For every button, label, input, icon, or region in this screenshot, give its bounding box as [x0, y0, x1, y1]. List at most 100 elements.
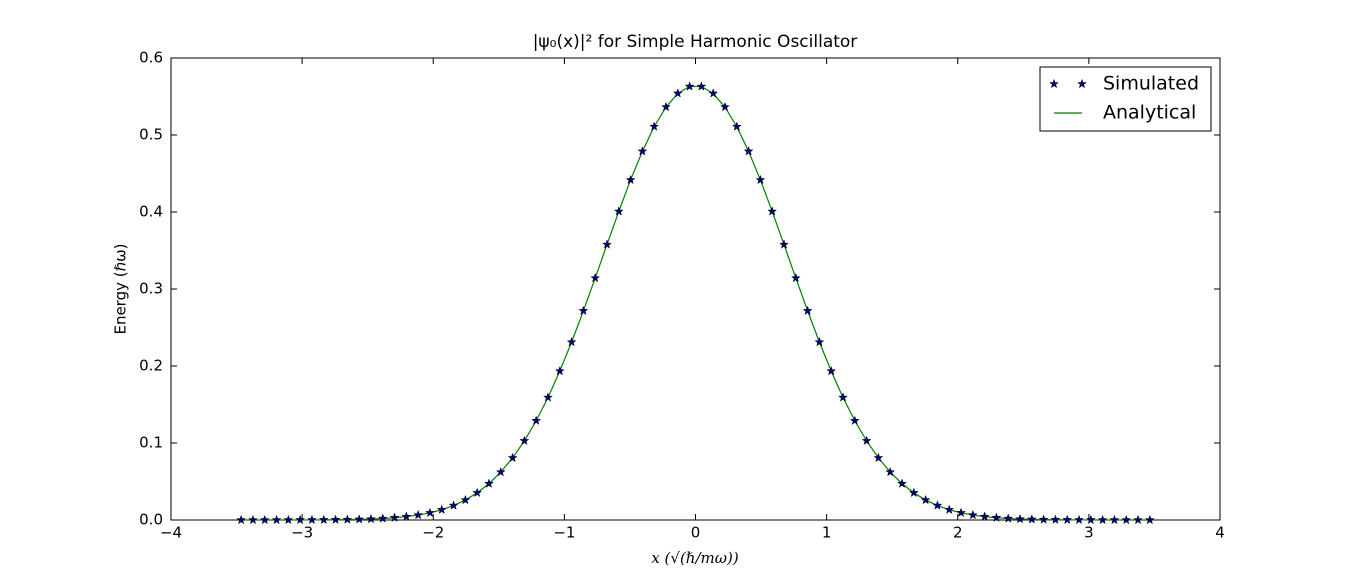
- marker: [377, 513, 388, 523]
- marker: [932, 500, 943, 510]
- marker: [472, 487, 483, 498]
- marker: [1133, 514, 1144, 525]
- marker: [318, 514, 329, 525]
- legend-marker: [1076, 78, 1088, 89]
- marker: [436, 504, 447, 515]
- marker: [956, 507, 967, 518]
- marker: [566, 336, 577, 347]
- marker: [236, 514, 247, 525]
- marker: [1121, 514, 1132, 525]
- marker: [731, 121, 742, 131]
- x-tick-label: −2: [422, 524, 444, 542]
- marker: [507, 452, 518, 463]
- marker: [295, 514, 306, 525]
- marker: [920, 494, 931, 505]
- marker: [365, 513, 376, 524]
- marker: [1097, 514, 1108, 525]
- marker: [649, 121, 660, 131]
- marker: [873, 452, 884, 463]
- marker: [413, 509, 424, 520]
- marker: [967, 509, 978, 520]
- marker: [247, 514, 258, 525]
- x-tick-label: 2: [953, 524, 963, 542]
- marker: [991, 512, 1002, 523]
- x-tick-label: −3: [291, 524, 313, 542]
- y-tick-label: 0.2: [139, 357, 163, 375]
- marker: [814, 336, 825, 347]
- marker: [1074, 514, 1085, 525]
- marker: [401, 511, 412, 521]
- marker: [271, 514, 282, 525]
- y-tick-label: 0.5: [139, 126, 163, 144]
- marker: [802, 305, 813, 316]
- x-tick-label: 0: [691, 524, 701, 542]
- line: [241, 85, 1150, 521]
- legend-label: Analytical: [1103, 102, 1196, 124]
- marker: [767, 206, 778, 216]
- legend-label: Simulated: [1103, 73, 1199, 95]
- marker: [861, 435, 872, 446]
- marker: [1038, 514, 1049, 524]
- marker: [1062, 514, 1073, 525]
- marker: [672, 88, 683, 98]
- x-axis-label: x (√(ℏ/mω)): [651, 549, 739, 567]
- marker: [495, 466, 506, 477]
- marker: [696, 81, 707, 91]
- marker: [684, 81, 695, 91]
- y-tick-label: 0.0: [139, 511, 163, 529]
- x-tick-label: 1: [822, 524, 832, 542]
- marker: [283, 514, 294, 525]
- y-tick-label: 0.4: [139, 203, 163, 221]
- marker: [908, 487, 919, 498]
- legend-box: [1039, 66, 1212, 132]
- marker: [389, 512, 400, 523]
- x-tick-label: 3: [1084, 524, 1094, 542]
- marker: [1109, 514, 1120, 525]
- marker: [826, 365, 837, 376]
- marker: [743, 146, 754, 156]
- marker: [1085, 514, 1096, 525]
- marker: [1015, 513, 1026, 524]
- marker: [306, 514, 317, 525]
- marker: [1003, 513, 1014, 523]
- marker: [1026, 514, 1037, 524]
- marker: [1144, 514, 1155, 525]
- marker: [460, 494, 471, 505]
- marker: [531, 415, 542, 426]
- marker: [790, 272, 801, 283]
- marker: [330, 514, 341, 525]
- legend-marker: [1048, 78, 1060, 89]
- marker: [625, 174, 636, 185]
- x-tick-label: −4: [160, 524, 182, 542]
- marker: [590, 272, 601, 283]
- marker: [601, 239, 612, 249]
- marker: [779, 239, 790, 249]
- marker: [424, 507, 435, 518]
- marker: [708, 88, 719, 98]
- marker: [637, 146, 648, 156]
- y-axis-label: Energy (ℏω): [112, 243, 130, 334]
- x-tick-label: −1: [553, 524, 575, 542]
- marker: [660, 101, 672, 112]
- marker: [578, 305, 589, 316]
- marker: [483, 478, 494, 488]
- y-tick-label: 0.3: [139, 280, 163, 298]
- marker: [354, 514, 365, 524]
- x-tick-label: 4: [1215, 524, 1225, 542]
- marker: [259, 514, 270, 525]
- marker: [979, 511, 990, 521]
- marker: [755, 174, 766, 185]
- y-tick-label: 0.6: [139, 49, 163, 67]
- marker: [1050, 514, 1061, 525]
- marker: [944, 504, 955, 515]
- marker: [838, 392, 849, 402]
- marker: [542, 392, 553, 402]
- y-tick-label: 0.1: [139, 434, 163, 452]
- marker: [897, 478, 908, 488]
- marker: [554, 365, 565, 376]
- marker: [849, 415, 860, 426]
- chart-title: |ψ₀(x)|² for Simple Harmonic Oscillator: [533, 32, 858, 52]
- marker: [342, 514, 353, 524]
- marker: [613, 206, 624, 216]
